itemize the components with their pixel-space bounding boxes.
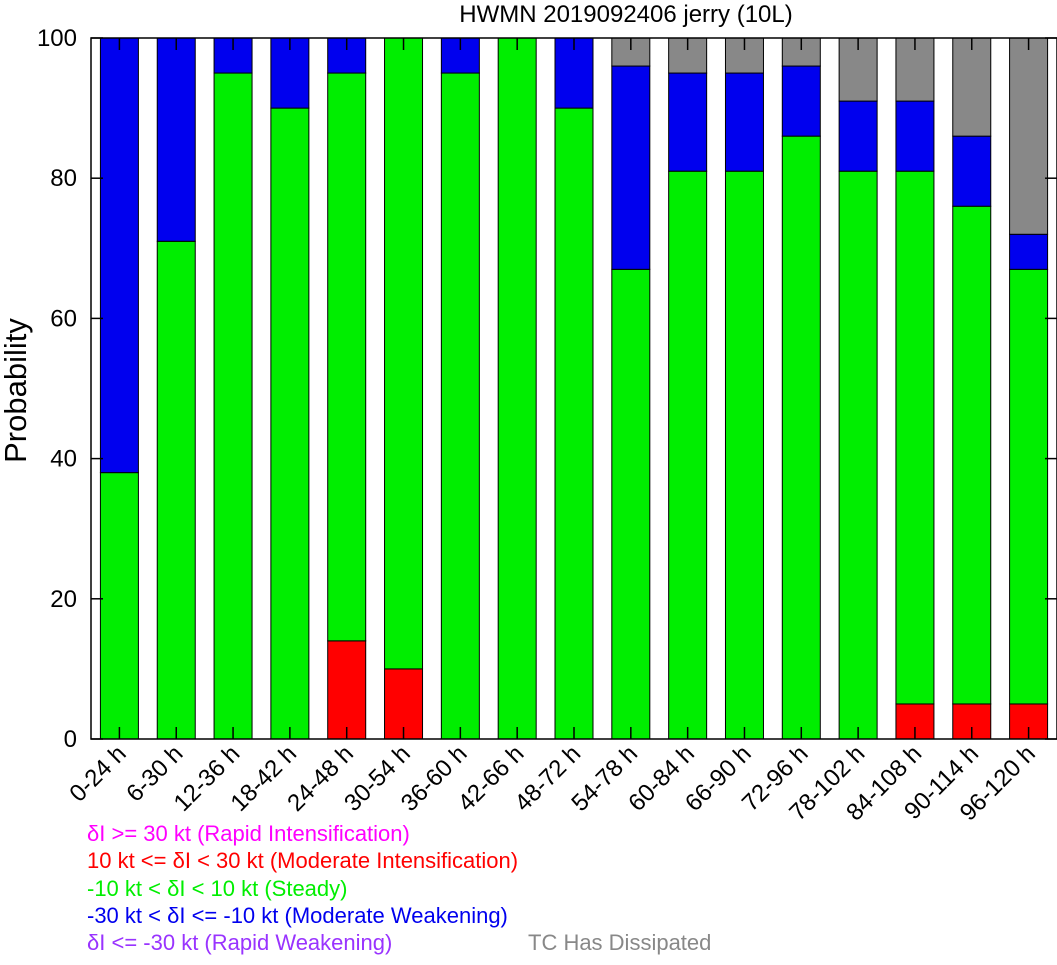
bar-segment-steady <box>781 135 821 740</box>
bar-segment-steady <box>554 107 594 740</box>
y-tick-label: 40 <box>50 446 77 473</box>
y-tick-label: 100 <box>37 25 77 52</box>
bar-segment-steady <box>724 170 764 740</box>
bar-segment-steady <box>213 72 253 740</box>
bar-segment-steady <box>611 268 651 740</box>
y-tick-label: 80 <box>50 165 77 192</box>
y-tick-label: 60 <box>50 305 77 332</box>
bar-segment-moderate_weakening <box>668 72 708 172</box>
legend-moderate-intensification: 10 kt <= δI < 30 kt (Moderate Intensific… <box>87 848 519 873</box>
bar-segment-moderate_weakening <box>724 72 764 172</box>
bar-segment-steady <box>668 170 708 740</box>
bar-segment-moderate_weakening <box>99 37 139 474</box>
bar-segment-steady <box>1009 268 1049 705</box>
bar-segment-steady <box>270 107 310 740</box>
legend-rapid-weakening: δI <= -30 kt (Rapid Weakening) <box>87 930 393 955</box>
legend-moderate-weakening: -30 kt < δI <= -10 kt (Moderate Weakenin… <box>87 903 508 928</box>
bar-segment-dissipated <box>952 37 992 137</box>
bar-segment-steady <box>327 72 367 642</box>
legend-steady: -10 kt < δI < 10 kt (Steady) <box>87 876 348 901</box>
bar-segment-steady <box>99 472 139 740</box>
bar-segment-moderate_weakening <box>440 37 480 74</box>
chart-title: HWMN 2019092406 jerry (10L) <box>459 1 792 28</box>
bar-segment-steady <box>895 170 935 705</box>
bar-segment-steady <box>838 170 878 740</box>
bar-segment-dissipated <box>1009 37 1049 235</box>
bar-segment-moderate_intensification <box>327 640 367 740</box>
bar-segment-moderate_weakening <box>838 100 878 172</box>
bar-segment-steady <box>497 37 537 740</box>
bar-segment-moderate_weakening <box>1009 233 1049 270</box>
bar-segment-dissipated <box>895 37 935 102</box>
y-tick-label: 0 <box>64 726 77 753</box>
bar-segment-moderate_weakening <box>781 65 821 137</box>
y-tick-label: 20 <box>50 586 77 613</box>
bar-segment-moderate_weakening <box>952 135 992 207</box>
legend-rapid-intensification: δI >= 30 kt (Rapid Intensification) <box>87 821 410 846</box>
bar-segment-moderate_weakening <box>611 65 651 270</box>
bar-segment-moderate_weakening <box>156 37 196 242</box>
bar-segment-steady <box>384 37 424 670</box>
legend-dissipated: TC Has Dissipated <box>528 930 712 955</box>
bar-segment-steady <box>440 72 480 740</box>
bar-segment-steady <box>952 205 992 705</box>
bar-segment-steady <box>156 240 196 740</box>
bar-segment-moderate_weakening <box>895 100 935 172</box>
bar-segment-dissipated <box>724 37 764 74</box>
y-axis-label: Probability <box>0 318 33 463</box>
